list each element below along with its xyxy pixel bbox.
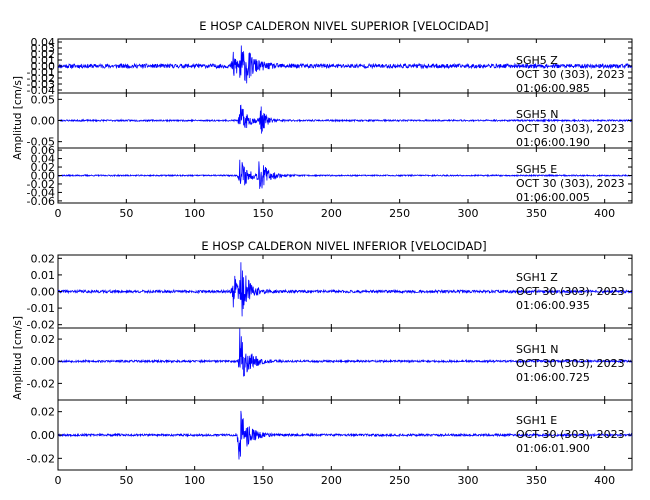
- y-tick-label: 0.05: [31, 93, 56, 106]
- date-label: OCT 30 (303), 2023: [516, 122, 625, 135]
- station-label: SGH5 Z: [516, 54, 558, 67]
- panel-top-e: -0.06-0.04-0.020.000.020.040.06 SGH5 E O…: [27, 144, 633, 208]
- station-label: SGH5 E: [516, 163, 557, 176]
- y-tick-label: -0.01: [27, 302, 55, 315]
- y-tick-label: 0.02: [31, 333, 56, 346]
- time-label: 01:06:00.935: [516, 299, 590, 312]
- station-label: SGH5 N: [516, 108, 559, 121]
- x-tick-label: 300: [458, 474, 479, 487]
- date-label: OCT 30 (303), 2023: [516, 357, 625, 370]
- y-axis-label-top: Amplitud [cm/s]: [12, 76, 24, 160]
- y-tick-label: -0.04: [27, 84, 55, 97]
- y-tick-label: 0.02: [31, 406, 56, 419]
- x-tick-label: 350: [526, 474, 547, 487]
- x-tick-label: 200: [321, 474, 342, 487]
- x-tick-label: 400: [594, 207, 615, 220]
- date-label: OCT 30 (303), 2023: [516, 428, 625, 441]
- date-label: OCT 30 (303), 2023: [516, 177, 625, 190]
- waveform-line: [57, 328, 633, 377]
- y-tick-label: 0.03: [31, 42, 56, 55]
- x-tick-label: 50: [119, 474, 133, 487]
- y-ticks: -0.02 0.00 0.02: [27, 333, 632, 390]
- y-tick-label: 0.00: [31, 355, 56, 368]
- x-tick-labels-bottom: 0 50 100 150 200 250 300 350 400: [55, 474, 616, 487]
- x-ticks: [57, 93, 606, 148]
- y-tick-label: -0.01: [27, 66, 55, 79]
- y-tick-label: 0.02: [31, 48, 56, 61]
- station-label: SGH1 N: [516, 343, 559, 356]
- y-tick-label: -0.02: [27, 319, 55, 332]
- waveform-line: [57, 410, 633, 460]
- y-ticks: -0.05 0.00 0.05: [27, 93, 632, 149]
- panel-bottom-n: -0.020.000.02 SGH1 N OCT 30 (303), 2023 …: [27, 327, 633, 401]
- time-label: 01:06:00.725: [516, 371, 590, 384]
- x-tick-label: 0: [55, 474, 62, 487]
- x-ticks: [57, 148, 606, 203]
- x-tick-label: 150: [253, 474, 274, 487]
- y-tick-label: 0.00: [31, 286, 56, 299]
- x-tick-label: 150: [253, 207, 274, 220]
- y-tick-label: 0.00: [31, 115, 56, 128]
- y-tick-label: -0.02: [27, 377, 55, 390]
- y-tick-label: -0.02: [27, 452, 55, 465]
- date-label: OCT 30 (303), 2023: [516, 285, 625, 298]
- y-tick-label: 0.01: [31, 54, 56, 67]
- y-tick-label: 0.01: [31, 269, 56, 282]
- x-tick-label: 100: [184, 207, 205, 220]
- panel-bottom-z: -0.02 -0.01 0.00 0.01 0.02 SGH1 Z OCT 30 (30…: [27, 252, 633, 332]
- x-ticks: [57, 39, 606, 93]
- y-tick-label: 0.02: [31, 161, 56, 174]
- y-tick-label: -0.06: [27, 195, 55, 208]
- chart-bottom: E HOSP CALDERON NIVEL INFERIOR [VELOCIDA…: [12, 239, 633, 487]
- waveform-line: [57, 104, 633, 134]
- y-tick-label: -0.03: [27, 78, 55, 91]
- x-ticks: [57, 255, 606, 328]
- waveform-line: [57, 45, 633, 84]
- panel-top-z: -0.04-0.03-0.02-0.010.000.010.020.030.04…: [27, 36, 633, 97]
- y-ticks: -0.02 0.00 0.02: [27, 406, 632, 465]
- y-tick-label: 0.06: [31, 144, 56, 157]
- y-axis-label-bottom: Amplitud [cm/s]: [12, 316, 24, 400]
- y-ticks: -0.06-0.04-0.020.000.020.040.06: [27, 144, 632, 208]
- x-tick-label: 250: [389, 207, 410, 220]
- x-tick-labels-top: 0 50 100 150 200 250 300 350 400: [55, 207, 616, 220]
- y-tick-label: -0.02: [27, 178, 55, 191]
- x-tick-label: 0: [55, 207, 62, 220]
- x-tick-label: 50: [119, 207, 133, 220]
- y-tick-label: -0.04: [27, 186, 55, 199]
- x-tick-label: 400: [594, 474, 615, 487]
- chart-title-top: E HOSP CALDERON NIVEL SUPERIOR [VELOCIDA…: [199, 19, 488, 33]
- time-label: 01:06:00.985: [516, 82, 590, 95]
- panel-bottom-e: -0.020.000.02 SGH1 E OCT 30 (303), 2023 …: [27, 399, 633, 471]
- x-ticks: [57, 400, 606, 470]
- time-label: 01:06:01.900: [516, 442, 590, 455]
- y-ticks: -0.04-0.03-0.02-0.010.000.010.020.030.04: [27, 36, 632, 97]
- y-tick-label: 0.04: [31, 153, 56, 166]
- y-tick-label: 0.04: [31, 36, 56, 49]
- y-tick-label: -0.05: [27, 136, 55, 149]
- x-ticks: [57, 328, 606, 400]
- time-label: 01:06:00.190: [516, 136, 590, 149]
- x-tick-label: 350: [526, 207, 547, 220]
- panel-top-n: -0.050.000.05 SGH5 N OCT 30 (303), 2023 …: [27, 92, 633, 149]
- waveform-line: [57, 159, 633, 189]
- waveform-line: [57, 262, 633, 317]
- y-tick-label: 0.00: [31, 170, 56, 183]
- x-tick-label: 250: [389, 474, 410, 487]
- time-label: 01:06:00.005: [516, 191, 590, 204]
- station-label: SGH1 Z: [516, 271, 558, 284]
- y-tick-label: 0.00: [31, 429, 56, 442]
- chart-title-bottom: E HOSP CALDERON NIVEL INFERIOR [VELOCIDA…: [201, 239, 486, 253]
- date-label: OCT 30 (303), 2023: [516, 68, 625, 81]
- chart-top: E HOSP CALDERON NIVEL SUPERIOR [VELOCIDA…: [12, 19, 633, 220]
- y-tick-label: -0.02: [27, 72, 55, 85]
- y-ticks: -0.02 -0.01 0.00 0.01 0.02: [27, 252, 632, 332]
- x-tick-label: 100: [184, 474, 205, 487]
- y-tick-label: 0.00: [31, 60, 56, 73]
- x-tick-label: 200: [321, 207, 342, 220]
- x-tick-label: 300: [458, 207, 479, 220]
- station-label: SGH1 E: [516, 414, 557, 427]
- y-tick-label: 0.02: [31, 252, 56, 265]
